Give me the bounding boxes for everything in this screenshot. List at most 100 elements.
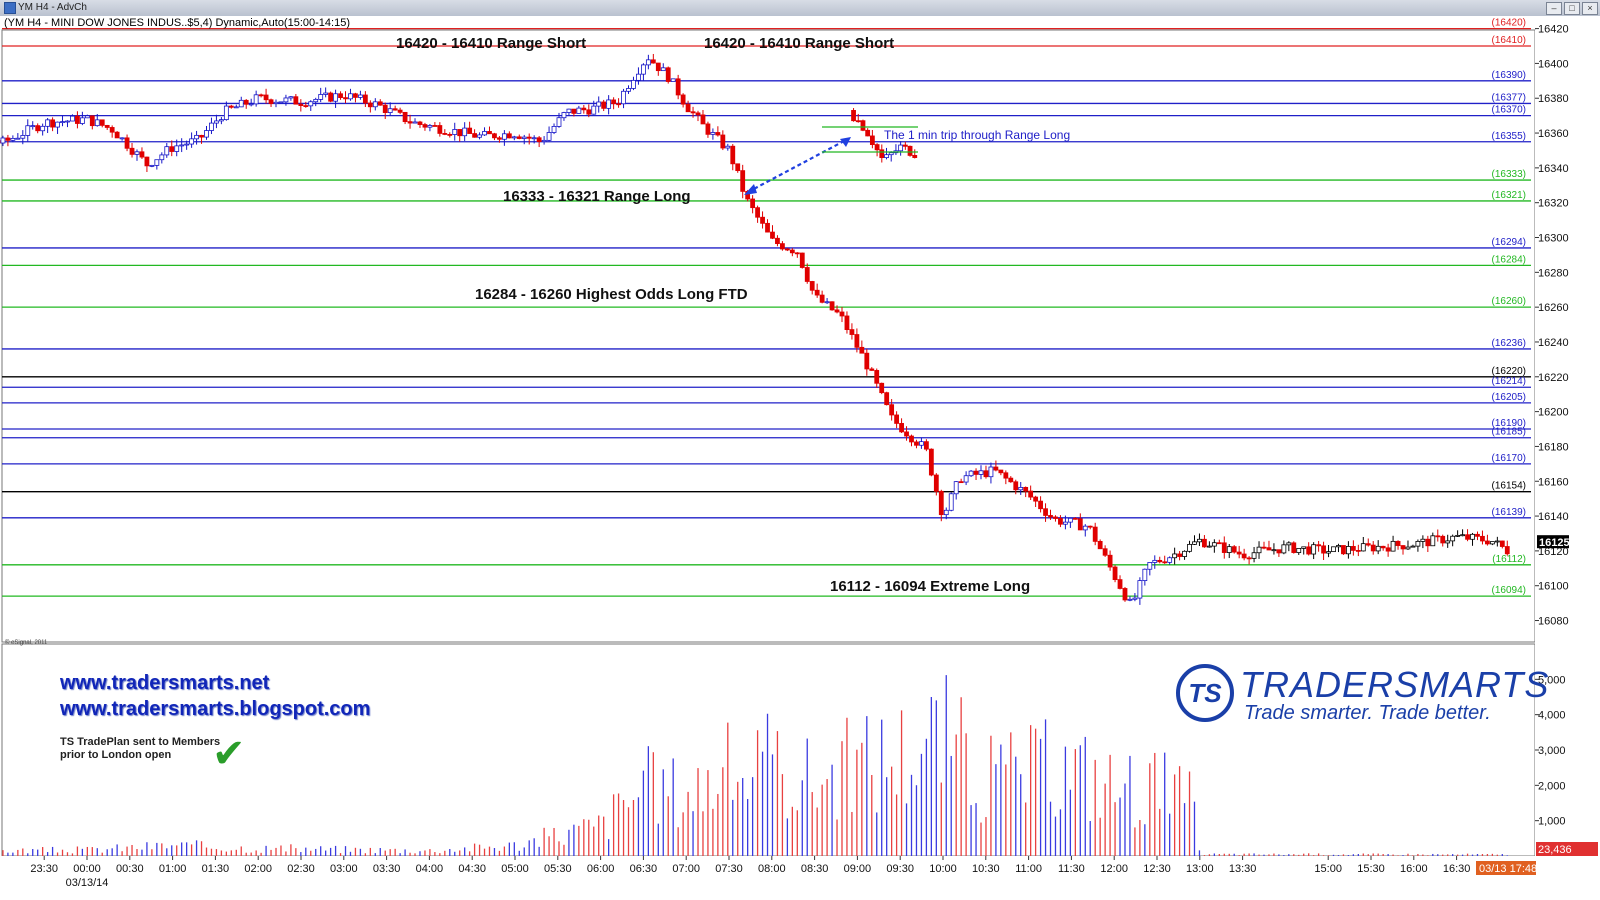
candle-body [1077, 518, 1083, 531]
candle-body [1172, 553, 1178, 559]
candle-body [765, 222, 770, 233]
candle-body [5, 137, 11, 141]
candle-body [1142, 568, 1148, 582]
price-tick-label: 16360 [1538, 128, 1569, 140]
time-tick-label: 07:00 [672, 863, 700, 875]
candle-body [601, 101, 607, 109]
candle-body [1008, 477, 1014, 483]
time-tick-label: 05:30 [544, 863, 572, 875]
candle-body [1405, 546, 1411, 550]
price-chart[interactable]: (16420) (16410) (16390) (16377) (16370) (1635… [0, 16, 1600, 900]
candle-body [372, 101, 378, 108]
time-tick-label: 00:30 [116, 863, 144, 875]
candle-body [521, 136, 527, 139]
candle-body [253, 94, 259, 105]
candle-body [902, 144, 908, 147]
candle-body [358, 94, 363, 98]
candle-body [1167, 557, 1173, 563]
candle-body [665, 67, 671, 82]
candle-body [263, 94, 269, 101]
maximize-icon[interactable]: □ [1564, 2, 1580, 15]
price-tick-label: 16220 [1538, 372, 1569, 384]
candle-body [780, 243, 785, 250]
candle-body [179, 144, 185, 147]
candle-body [571, 108, 577, 114]
time-tick-label: 09:00 [844, 863, 872, 875]
level-label: (16170) [1492, 453, 1526, 464]
candle-body [730, 145, 736, 165]
candle-body [243, 99, 249, 105]
candle-body [1475, 533, 1480, 537]
candle-body [993, 466, 999, 471]
candle-body [576, 107, 582, 114]
candle-body [804, 267, 810, 282]
candle-body [184, 143, 190, 146]
candle-body [1306, 546, 1312, 555]
candle-body [308, 101, 314, 107]
site-link-main[interactable]: www.tradersmarts.net [60, 672, 270, 694]
candle-body [511, 136, 517, 139]
price-tick-label: 16160 [1538, 476, 1569, 488]
level-label: (16214) [1492, 376, 1526, 387]
candle-body [983, 470, 989, 478]
logo-slogan: Trade smarter. Trade better. [1244, 702, 1491, 724]
price-tick-label: 16340 [1538, 163, 1569, 175]
candle-body [948, 493, 954, 511]
candle-body [1489, 541, 1495, 545]
candle-body [1400, 545, 1406, 550]
candle-body [432, 125, 438, 127]
candle-body [789, 249, 795, 254]
candle-body [477, 134, 482, 138]
candle-body [397, 109, 403, 113]
candle-body [1336, 545, 1341, 548]
candle-body [233, 106, 239, 109]
candle-body [1465, 534, 1470, 540]
candle-body [353, 93, 358, 98]
candle-body [70, 115, 75, 122]
site-link-blog[interactable]: www.tradersmarts.blogspot.com [60, 698, 371, 720]
candle-body [99, 119, 105, 126]
candle-body [1241, 553, 1247, 559]
level-label: (16112) [1492, 554, 1526, 565]
volume-tick-label: 3,000 [1538, 745, 1566, 757]
candle-body [933, 474, 939, 492]
time-tick-label: 12:00 [1100, 863, 1128, 875]
candle-body [631, 79, 636, 89]
esignal-credit: © eSignal, 2011 [5, 640, 48, 646]
candle-body [655, 62, 661, 72]
candle-body [1246, 557, 1252, 560]
candle-body [1370, 544, 1376, 552]
candle-body [1450, 535, 1456, 542]
candle-body [303, 105, 309, 107]
candle-body [1202, 538, 1207, 548]
candle-body [10, 138, 16, 141]
candle-body [1440, 535, 1446, 544]
candle-body [501, 133, 507, 140]
close-icon[interactable]: × [1582, 2, 1598, 15]
candle-body [1251, 552, 1257, 559]
candle-body [819, 294, 825, 303]
candle-body [442, 133, 448, 135]
candle-body [214, 120, 219, 124]
candle-body [1211, 542, 1217, 547]
candle-body [636, 73, 641, 81]
candle-body [1082, 525, 1088, 531]
price-tick-label: 16320 [1538, 198, 1569, 210]
candle-body [457, 129, 463, 137]
candle-body [1415, 540, 1421, 547]
candle-body [923, 441, 929, 450]
candle-body [1301, 546, 1307, 549]
candle-body [998, 469, 1004, 474]
candle-body [1365, 543, 1371, 546]
price-tick-label: 16300 [1538, 233, 1569, 245]
candle-body [40, 125, 46, 132]
candle-body [159, 154, 165, 161]
candle-body [988, 466, 994, 478]
candle-body [1435, 535, 1441, 538]
candle-body [50, 119, 55, 128]
level-label: (16220) [1492, 366, 1526, 377]
time-tick-label: 02:30 [287, 863, 315, 875]
minimize-icon[interactable]: – [1546, 2, 1562, 15]
price-tick-label: 16180 [1538, 441, 1569, 453]
candle-body [907, 145, 913, 156]
